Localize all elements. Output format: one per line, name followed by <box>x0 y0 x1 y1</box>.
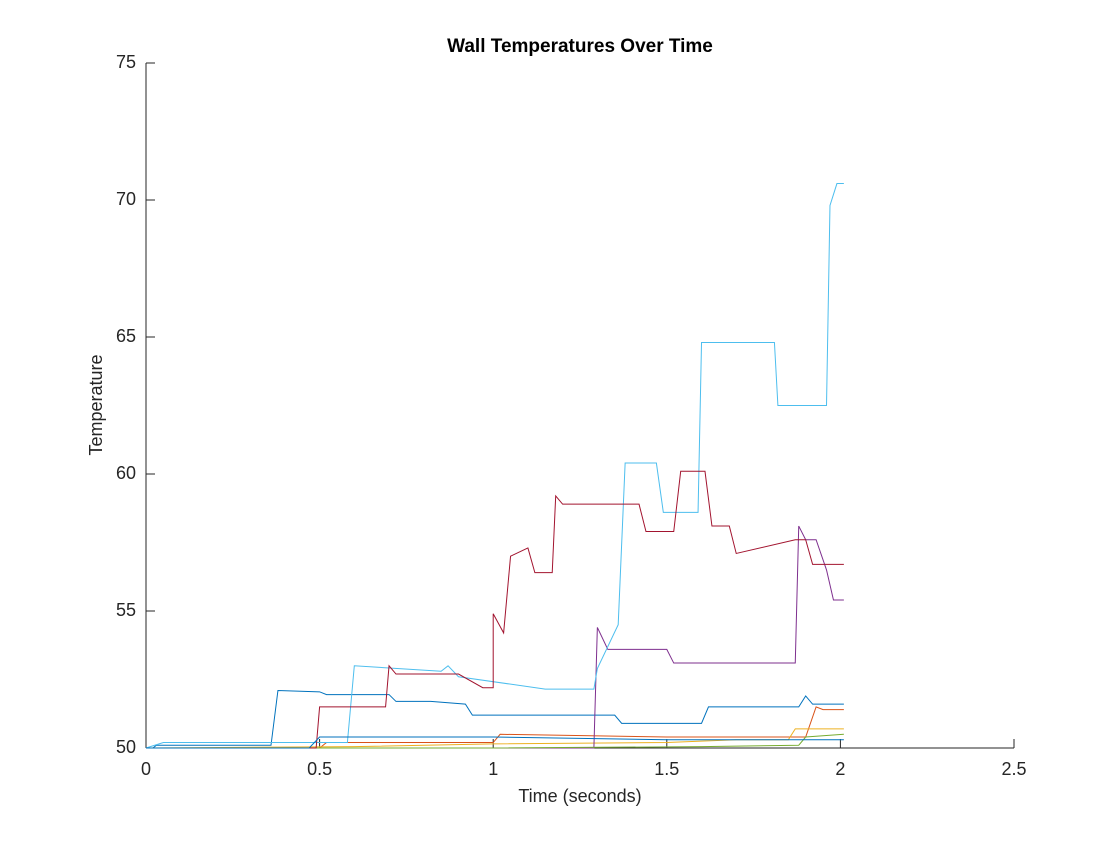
x-tick-label: 0.5 <box>307 759 332 779</box>
y-tick-label: 75 <box>116 52 136 72</box>
y-axis-label: Temperature <box>86 354 106 455</box>
x-tick-label: 2.5 <box>1001 759 1026 779</box>
x-tick-label: 1 <box>488 759 498 779</box>
x-tick-label: 2 <box>835 759 845 779</box>
series-line <box>146 706 844 749</box>
series-line <box>145 728 844 749</box>
series-line <box>146 689 844 749</box>
y-tick-label: 65 <box>116 326 136 346</box>
y-tick-label: 60 <box>116 463 136 483</box>
y-tick-label: 55 <box>116 600 136 620</box>
series-line <box>146 470 844 749</box>
chart-title: Wall Temperatures Over Time <box>447 36 713 57</box>
series-line <box>146 736 844 749</box>
y-tick-label: 70 <box>116 189 136 209</box>
x-tick-label: 1.5 <box>654 759 679 779</box>
x-axis-label: Time (seconds) <box>518 786 641 806</box>
series-line <box>146 733 844 749</box>
series-line <box>146 525 844 749</box>
series-line <box>145 183 844 749</box>
x-tick-label: 0 <box>141 759 151 779</box>
y-tick-label: 50 <box>116 737 136 757</box>
